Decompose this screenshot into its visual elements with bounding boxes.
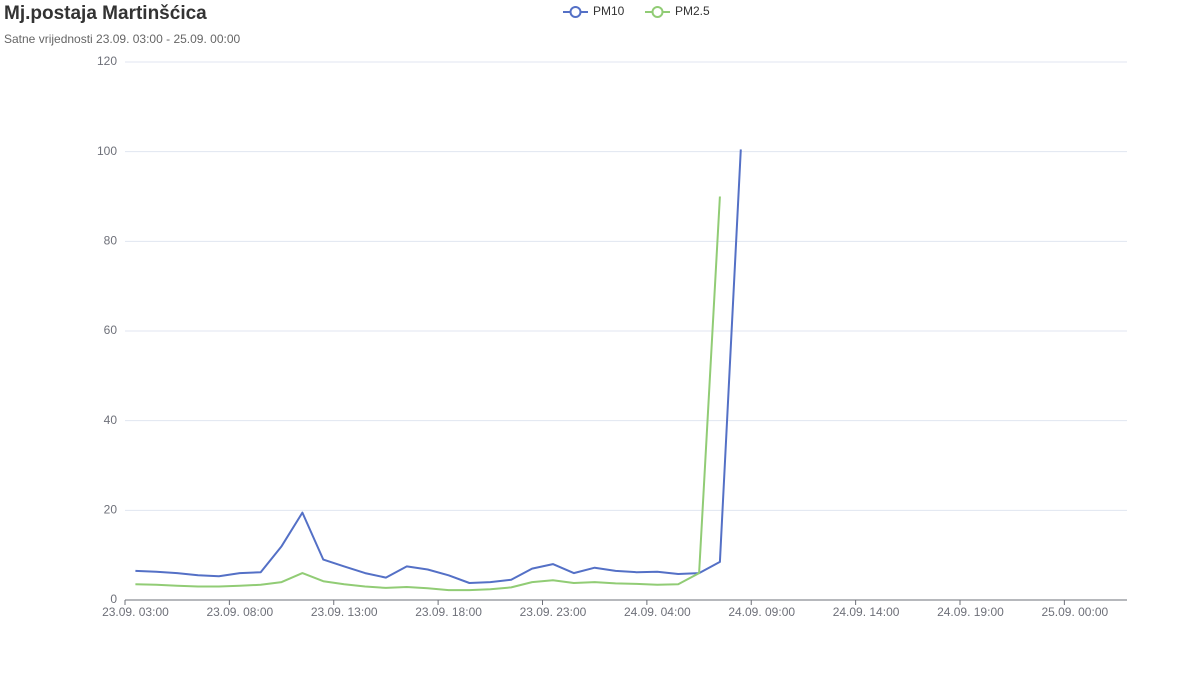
series-line	[135, 196, 721, 592]
y-tick-label: 80	[104, 234, 118, 248]
x-tick-label: 23.09. 23:00	[520, 605, 587, 619]
y-tick-label: 120	[97, 54, 117, 68]
legend-label[interactable]: PM10	[593, 4, 625, 18]
y-tick-label: 100	[97, 144, 117, 158]
y-tick-label: 20	[104, 503, 118, 517]
y-tick-label: 40	[104, 413, 118, 427]
x-tick-label: 23.09. 08:00	[206, 605, 273, 619]
x-tick-label: 23.09. 18:00	[415, 605, 482, 619]
x-tick-label: 23.09. 13:00	[311, 605, 378, 619]
x-tick-label: 24.09. 04:00	[624, 605, 691, 619]
x-tick-label: 24.09. 19:00	[937, 605, 1004, 619]
series-line	[135, 149, 742, 584]
legend-marker[interactable]	[569, 6, 582, 18]
chart-title: Mj.postaja Martinšćica	[4, 3, 207, 24]
legend-label[interactable]: PM2.5	[675, 4, 710, 18]
y-tick-label: 60	[104, 323, 118, 337]
y-tick-label: 0	[110, 592, 117, 606]
x-tick-label: 24.09. 09:00	[728, 605, 795, 619]
x-tick-label: 23.09. 03:00	[102, 605, 169, 619]
chart-subtitle: Satne vrijednosti 23.09. 03:00 - 25.09. …	[4, 32, 240, 46]
x-tick-label: 25.09. 00:00	[1041, 605, 1108, 619]
x-tick-label: 24.09. 14:00	[833, 605, 900, 619]
legend-marker[interactable]	[651, 6, 664, 18]
